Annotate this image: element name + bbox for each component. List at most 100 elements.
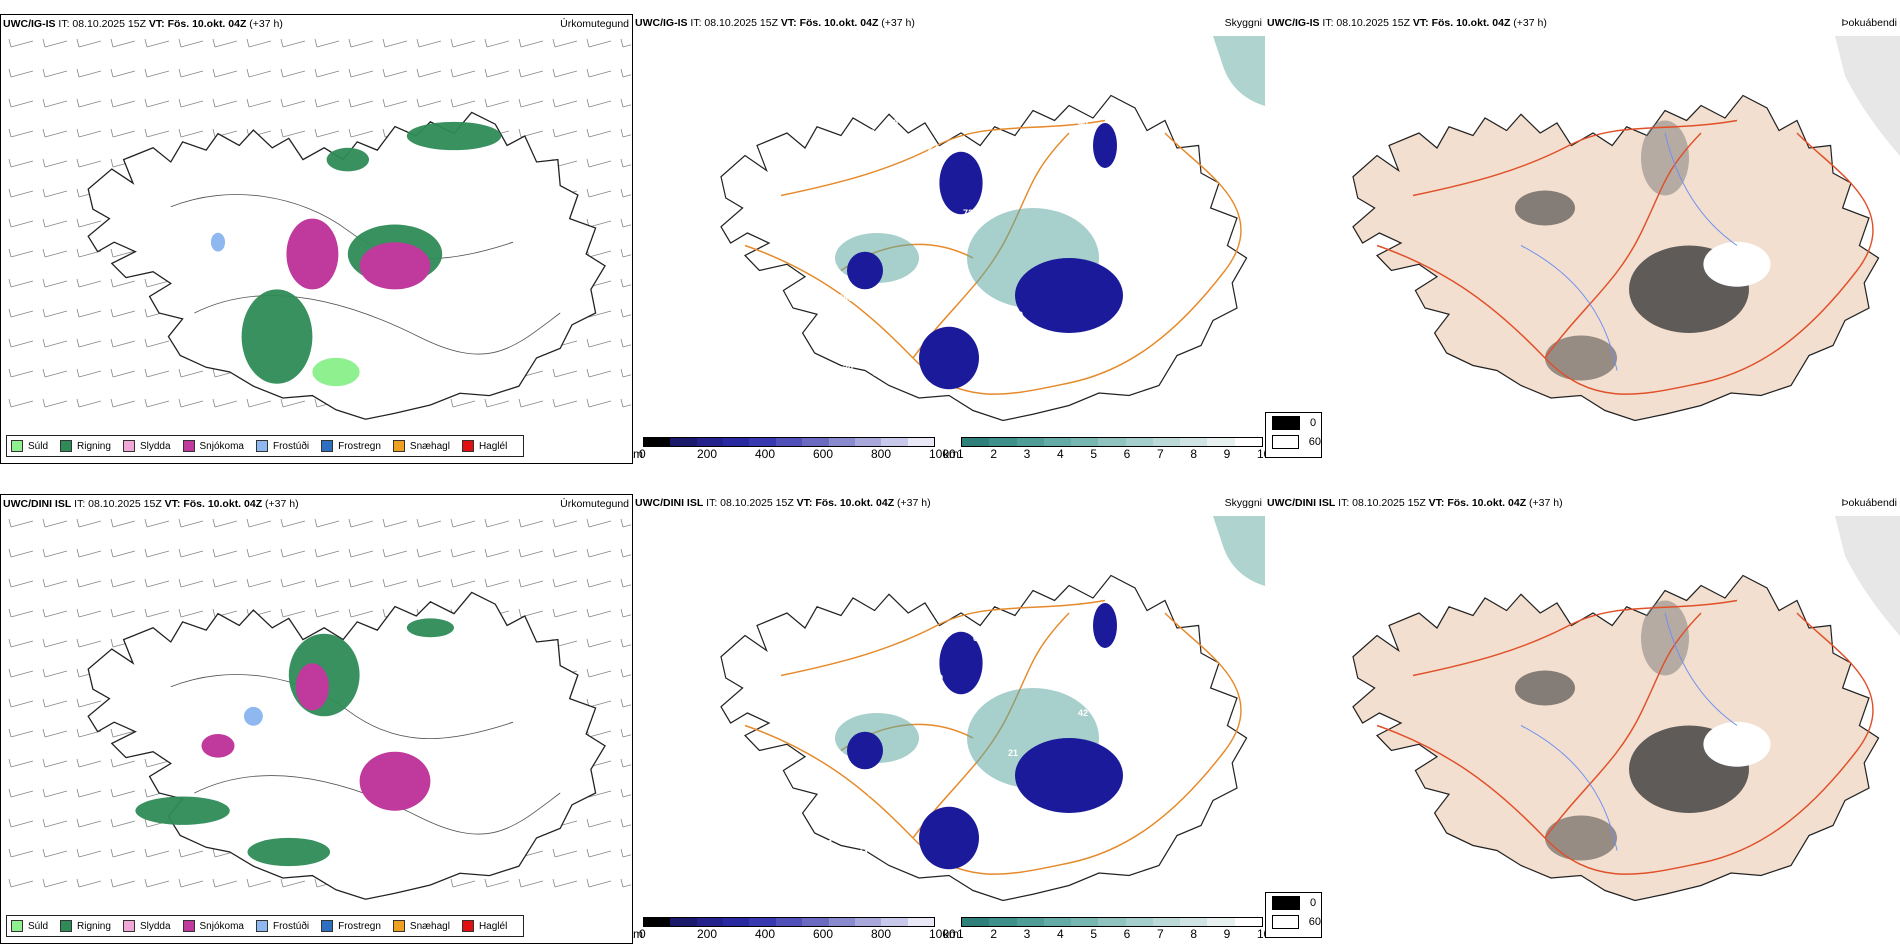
panel-name: Úrkomutegund xyxy=(560,18,629,30)
iceland-land xyxy=(1352,94,1880,422)
freezing-drizzle-area xyxy=(243,706,263,726)
colorbar-tick: 4 xyxy=(1057,927,1064,941)
glacier-area xyxy=(1703,241,1771,287)
fog-legend-row: 60 xyxy=(1266,912,1321,931)
terrain-contour xyxy=(170,194,514,260)
colorbar-unit: km xyxy=(943,927,959,941)
ceiling-label: 32 xyxy=(953,258,963,268)
ceiling-label: 42 xyxy=(1078,708,1088,718)
ceiling-label: 31 xyxy=(858,348,868,358)
rain-area xyxy=(247,837,331,867)
legend-label: Snjókoma xyxy=(199,920,244,932)
colorbar-tick: 800 xyxy=(871,927,892,941)
ceiling-label: 17 xyxy=(903,286,913,296)
colorbar-tick: 1000 xyxy=(929,447,956,461)
legend-label: Súld xyxy=(28,440,49,452)
colorbar-tick: 4 xyxy=(1057,447,1064,461)
legend-item: Snjókoma xyxy=(182,440,244,452)
legend-item: Frostúði xyxy=(255,440,309,452)
legend-label: Slydda xyxy=(139,920,171,932)
rain-area xyxy=(241,289,313,384)
ceiling-label: 42 xyxy=(933,228,943,238)
low-cloud-area xyxy=(1093,603,1117,648)
ceiling-label: 240 xyxy=(823,263,838,273)
panel-name: Úrkomutegund xyxy=(560,498,629,510)
colorbar-tick: 200 xyxy=(697,927,718,941)
fog-legend-row: 60 xyxy=(1266,432,1321,451)
legend-label: Snjókoma xyxy=(199,440,244,452)
precip-legend-2: Súld Rigning Slydda Snjókoma Frostúði Frostre… xyxy=(6,915,525,937)
ceiling-label: 56 xyxy=(803,198,813,208)
fog-area xyxy=(1515,670,1575,706)
rain-area xyxy=(135,796,230,825)
ceiling-label: 69 xyxy=(888,118,898,128)
fog-legend-2: 0 60 xyxy=(1265,892,1322,938)
legend-label: Rigning xyxy=(77,920,111,932)
colorbar-tick: 7 xyxy=(1157,447,1164,461)
rain-area xyxy=(326,147,370,172)
legend-label: Snæhagl xyxy=(409,440,450,452)
precip-map-2 xyxy=(8,518,631,900)
ceiling-label: 58 xyxy=(863,328,873,338)
terrain-contour xyxy=(170,674,514,740)
colorbar-tick: 600 xyxy=(813,447,834,461)
ceiling-label: 30 xyxy=(803,693,813,703)
low-cloud-area xyxy=(847,731,883,770)
ceiling-label: 21 xyxy=(1008,748,1018,758)
legend-item: Frostregn xyxy=(321,920,381,932)
low-cloud-area xyxy=(939,151,983,215)
sea-fog-area xyxy=(1213,516,1265,586)
colorbar-tick: 6 xyxy=(1123,447,1131,461)
fog-map-1 xyxy=(1352,36,1900,422)
precip-legend-1: Súld Rigning Slydda Snjókoma Frostúði Frostre… xyxy=(6,435,525,457)
ceiling-label: 40 xyxy=(1078,118,1088,128)
panel-name: Skyggni xyxy=(1224,497,1262,509)
legend-label: Frostregn xyxy=(338,440,381,452)
ceiling-panel-2: UWC/DINI ISL IT: 08.10.2025 15Z VT: Fös.… xyxy=(633,494,1270,947)
colorbar-tick: 5 xyxy=(1090,447,1098,461)
fog-area xyxy=(1641,600,1689,676)
rain-area xyxy=(406,618,455,638)
ceiling-label: 44 xyxy=(848,663,858,673)
legend-swatch xyxy=(255,920,268,932)
ceiling-label: 52 xyxy=(1001,178,1011,188)
ceiling-label: 19 xyxy=(1013,310,1023,320)
sea-fog-area xyxy=(1835,36,1900,156)
low-cloud-area xyxy=(1093,123,1117,168)
ceiling-label: 49 xyxy=(873,558,883,568)
panel-title: UWC/IG-IS IT: 08.10.2025 15Z VT: Fös. 10… xyxy=(3,18,283,30)
panel-title: UWC/DINI ISL IT: 08.10.2025 15Z VT: Fös.… xyxy=(3,498,299,510)
legend-item: Frostregn xyxy=(321,440,381,452)
panel-name: Skyggni xyxy=(1224,17,1262,29)
legend-item: Slydda xyxy=(122,440,171,452)
legend-swatch xyxy=(11,440,23,452)
ceiling-label: 65 xyxy=(973,633,983,643)
legend-label: Snæhagl xyxy=(409,920,450,932)
ceiling-label: 30 xyxy=(873,368,883,378)
colorbar-tick: 1 xyxy=(957,927,964,941)
legend-item: Rigning xyxy=(60,440,111,452)
ceiling-label: 40 xyxy=(893,668,903,678)
legend-swatch xyxy=(461,440,474,452)
river-network xyxy=(1520,612,1738,851)
colorbar-tick: 200 xyxy=(697,447,718,461)
iceland-outline xyxy=(87,591,606,900)
snow-area xyxy=(286,218,339,290)
legend-label: Haglél xyxy=(478,440,508,452)
legend-item: Haglél xyxy=(461,440,508,452)
low-cloud-area xyxy=(919,326,979,390)
ceiling-colorbar-2: m 0 200 400 600 800 1000 xyxy=(633,917,956,947)
colorbar-tick: 8 xyxy=(1190,447,1198,461)
ceiling-label: 39 xyxy=(938,703,948,713)
fog-legend-row: 0 xyxy=(1266,413,1321,432)
panel-title: UWC/IG-IS IT: 08.10.2025 15Z VT: Fös. 10… xyxy=(635,17,915,29)
ceiling-label: 50 xyxy=(865,128,875,138)
iceland-outline xyxy=(87,111,606,420)
ceiling-label: 82 xyxy=(798,213,808,223)
legend-swatch xyxy=(461,920,474,932)
colorbar-strip xyxy=(643,917,935,927)
colorbar-strip xyxy=(643,437,935,447)
fog-legend-swatch xyxy=(1272,895,1300,910)
low-cloud-area xyxy=(919,806,979,870)
legend-item: Snjókoma xyxy=(182,920,244,932)
